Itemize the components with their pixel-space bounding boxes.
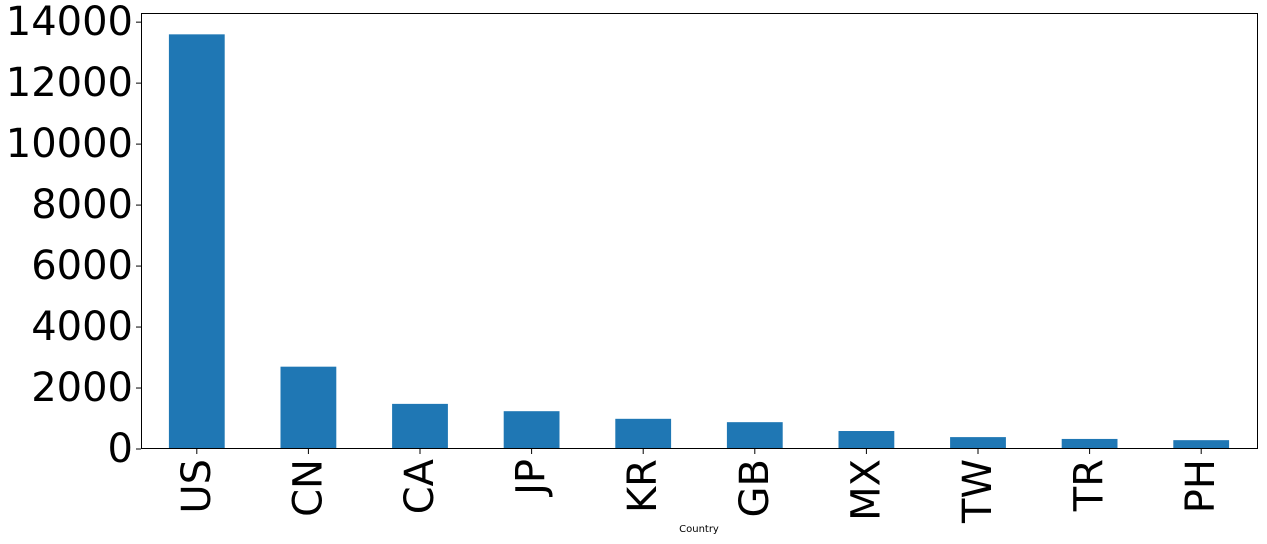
bars-layer: [168, 34, 1230, 450]
bar-ca: [392, 403, 448, 449]
y-tick-label: 10000: [6, 121, 133, 167]
bar-us: [168, 34, 225, 450]
bar-gb: [726, 422, 783, 449]
y-tick-label: 2000: [31, 365, 133, 411]
x-tick-label-kr: KR: [620, 459, 666, 513]
bar-tr: [1061, 438, 1118, 449]
x-tick-label-us: US: [174, 459, 220, 514]
y-tick-label: 8000: [31, 182, 133, 228]
x-tick-label-mx: MX: [843, 459, 889, 521]
bar-kr: [615, 418, 672, 449]
x-tick-label-cn: CN: [285, 459, 331, 517]
x-tick-label-ph: PH: [1178, 459, 1224, 513]
y-tick-label: 4000: [31, 304, 133, 350]
x-tick-label-gb: GB: [732, 459, 778, 517]
x-axis-label: Country: [679, 524, 719, 535]
y-axis-ticks: 0 2000 4000 6000 8000 10000 12000 14000: [6, 0, 141, 472]
bar-mx: [838, 431, 895, 449]
x-tick-label-jp: JP: [509, 459, 555, 498]
x-axis-ticks: US CN CA JP KR GB MX TW TR PH: [174, 449, 1224, 524]
y-tick-label: 6000: [31, 243, 133, 289]
y-tick-label: 0: [108, 426, 133, 472]
bar-ph: [1173, 440, 1230, 449]
x-tick-label-ca: CA: [397, 458, 443, 514]
y-tick-label: 14000: [6, 0, 133, 45]
y-tick-label: 12000: [6, 60, 133, 106]
bar-tw: [950, 437, 1006, 449]
x-tick-label-tr: TR: [1067, 459, 1113, 512]
bar-cn: [280, 366, 337, 449]
plot-frame: [141, 13, 1258, 449]
bar-jp: [503, 411, 560, 449]
x-tick-label-tw: TW: [955, 459, 1001, 524]
